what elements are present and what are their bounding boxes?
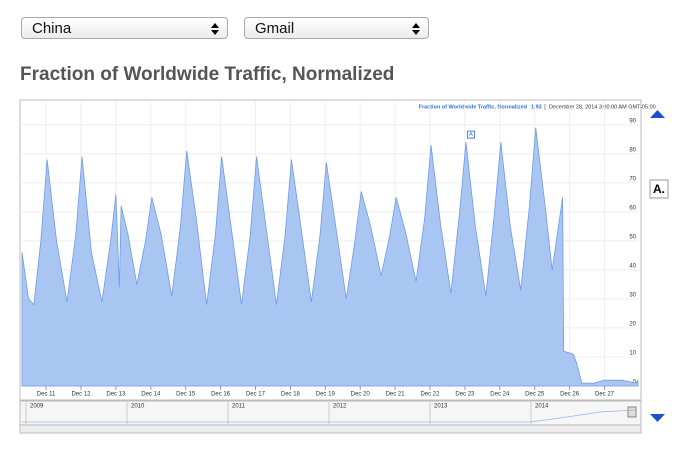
y-tick-label: 30 xyxy=(629,292,636,298)
product-select[interactable]: Gmail xyxy=(244,17,429,39)
navigator-year: 2011 xyxy=(232,404,246,410)
navigator-handle[interactable] xyxy=(627,406,637,418)
x-tick-label: Dec 13 xyxy=(106,392,126,398)
area-series xyxy=(21,127,639,387)
annotation-label: A xyxy=(469,132,473,138)
x-tick-label: Dec 21 xyxy=(386,392,406,398)
legend-date: December 28, 2014 3:00:00 AM GMT-05:00 xyxy=(549,104,656,110)
navigator-year: 2012 xyxy=(333,404,347,410)
x-tick-label: Dec 24 xyxy=(490,392,510,398)
y-tick-label: 50 xyxy=(629,234,636,240)
y-tick-label: 70 xyxy=(629,176,636,182)
x-tick-label: Dec 14 xyxy=(141,392,161,398)
y-tick-label: 90 xyxy=(629,118,636,124)
x-tick-label: Dec 20 xyxy=(351,392,371,398)
y-tick-label: 20 xyxy=(629,322,636,328)
annotation-flag xyxy=(466,130,475,139)
x-tick-label: Dec 17 xyxy=(246,392,266,398)
y-tick-label: 60 xyxy=(629,205,636,211)
x-tick-label: Dec 18 xyxy=(281,392,301,398)
navigator-year: 2014 xyxy=(535,404,549,410)
x-tick-label: Dec 27 xyxy=(595,392,615,398)
y-tick-label: 80 xyxy=(629,147,636,153)
x-tick-label: Dec 12 xyxy=(71,392,91,398)
x-tick-label: Dec 25 xyxy=(525,392,545,398)
legend-value: 1.93 xyxy=(531,104,542,110)
annotation-box[interactable] xyxy=(649,179,669,199)
heading: Fraction of Worldwide Traffic, Normalize… xyxy=(20,64,395,85)
navigator-year: 2010 xyxy=(131,404,145,410)
x-tick-label: Dec 22 xyxy=(420,392,440,398)
navigator-line xyxy=(22,409,637,423)
y-tick-label: 10 xyxy=(629,351,636,357)
x-tick-label: Dec 23 xyxy=(455,392,475,398)
navigator-year: 2009 xyxy=(30,404,44,410)
x-tick-label: Dec 26 xyxy=(560,392,580,398)
scroll-up-button[interactable] xyxy=(650,110,665,118)
legend-name: Fraction of Worldwide Traffic, Normalize… xyxy=(419,104,527,110)
x-tick-label: Dec 11 xyxy=(37,392,56,398)
annotation-list-item[interactable]: A. xyxy=(653,182,665,196)
scrollbar[interactable] xyxy=(19,424,642,434)
scroll-down-button[interactable] xyxy=(650,414,665,422)
y-tick-label: 40 xyxy=(629,263,636,269)
region-select[interactable]: China xyxy=(21,17,228,39)
x-tick-label: Dec 15 xyxy=(176,392,196,398)
navigator-year: 2013 xyxy=(434,404,448,410)
x-tick-label: Dec 19 xyxy=(316,392,336,398)
x-tick-label: Dec 16 xyxy=(211,392,231,398)
